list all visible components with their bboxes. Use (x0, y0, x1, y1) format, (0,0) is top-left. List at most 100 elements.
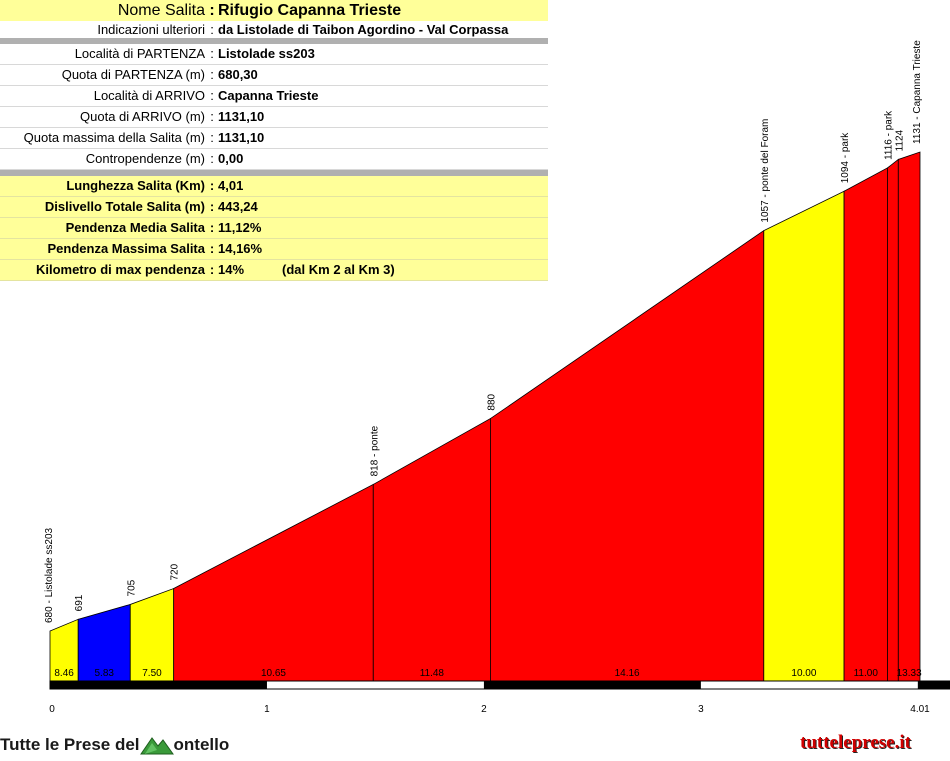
x-tick-label: 4.01 (910, 704, 930, 715)
profile-segment (843, 167, 888, 682)
point-label: 720 (170, 563, 181, 580)
info-row: Contropendenze (m) : 0,00 (0, 148, 548, 170)
divider (0, 38, 548, 44)
km-bar-block (50, 681, 267, 689)
grade-label: 11.48 (420, 668, 445, 679)
subtitle-row: Indicazioni ulteriori : da Listolade di … (0, 21, 548, 38)
info-row: Quota massima della Salita (m) : 1131,10 (0, 127, 548, 149)
stat-label: Lunghezza Salita (Km) (0, 176, 208, 197)
separator: : (208, 176, 216, 197)
x-tick-label: 1 (264, 704, 270, 715)
subtitle-label: Indicazioni ulteriori (97, 22, 205, 37)
profile-segment (173, 483, 374, 682)
info-value: 1131,10 (216, 127, 548, 149)
info-row: Località di PARTENZA : Listolade ss203 (0, 44, 548, 65)
point-label: 691 (74, 594, 85, 611)
brand-logo-left: Tutte le Prese del ontello (0, 734, 229, 761)
km-scale-bar (49, 680, 950, 690)
stat-row: Pendenza Media Salita : 11,12% (0, 217, 548, 239)
info-row: Quota di PARTENZA (m) : 680,30 (0, 64, 548, 86)
point-label: 1094 - park (840, 132, 851, 184)
separator: : (208, 64, 216, 86)
title-value: Rifugio Capanna Trieste (216, 0, 548, 21)
separator: : (208, 259, 216, 281)
info-label: Quota di PARTENZA (m) (0, 64, 208, 86)
stat-value: 11,12% (216, 217, 548, 239)
info-label: Quota di ARRIVO (m) (0, 106, 208, 128)
stat-value: 443,24 (216, 196, 548, 218)
grade-label: 13.33 (897, 668, 922, 679)
brand-text-b: ontello (173, 735, 230, 754)
separator: : (208, 127, 216, 149)
profile-segment (897, 151, 921, 682)
info-label: Località di PARTENZA (0, 44, 208, 65)
profile-segment (763, 190, 845, 682)
brand-text-a: Tutte le Prese del (0, 735, 140, 754)
point-labels: 680 - Listolade ss203 691 705 720 818 - pont… (44, 40, 923, 623)
info-value: 680,30 (216, 64, 548, 86)
stat-label: Pendenza Massima Salita (0, 238, 208, 260)
x-tick-label: 3 (698, 704, 704, 715)
stat-label: Pendenza Media Salita (0, 217, 208, 239)
mountain-logo-icon (139, 734, 174, 761)
info-value: 0,00 (216, 148, 548, 170)
info-value: Capanna Trieste (216, 85, 548, 107)
x-tick-label: 2 (481, 704, 487, 715)
info-row: Quota di ARRIVO (m) : 1131,10 (0, 106, 548, 128)
separator: : (208, 0, 216, 21)
separator: : (208, 85, 216, 107)
info-label: Contropendenze (m) (0, 148, 208, 170)
profile-segments (49, 151, 921, 682)
separator: : (208, 196, 216, 218)
info-label: Quota massima della Salita (m) (0, 127, 208, 149)
grade-label: 10.00 (791, 668, 816, 679)
stat-value: 4,01 (216, 176, 548, 197)
point-label: 1124 (894, 129, 905, 151)
x-tick-label: 0 (49, 704, 55, 715)
info-row: Località di ARRIVO : Capanna Trieste (0, 85, 548, 107)
title-label: Nome Salita (0, 0, 208, 21)
info-value: Listolade ss203 (216, 44, 548, 65)
stat-row: Lunghezza Salita (Km) : 4,01 (0, 176, 548, 197)
stat-value-text: 14% (218, 262, 245, 277)
stat-label: Dislivello Totale Salita (m) (0, 196, 208, 218)
climb-info-table: Nome Salita : Rifugio Capanna Trieste In… (0, 0, 548, 281)
point-label: 880 (486, 393, 497, 410)
separator: : (208, 148, 216, 170)
point-label: 1131 - Capanna Trieste (912, 40, 923, 144)
stat-value: 14% (dal Km 2 al Km 3) (216, 259, 548, 281)
separator: : (208, 44, 216, 65)
separator: : (210, 22, 214, 37)
title-row: Nome Salita : Rifugio Capanna Trieste (0, 0, 548, 21)
km-bar-block (483, 681, 701, 689)
separator: : (208, 106, 216, 128)
point-label: 680 - Listolade ss203 (44, 527, 55, 623)
grade-label: 10.65 (261, 668, 286, 679)
profile-segment (490, 229, 765, 682)
separator: : (208, 238, 216, 260)
profile-segment (372, 417, 491, 682)
separator: : (208, 217, 216, 239)
stat-label: Kilometro di max pendenza (0, 259, 208, 281)
info-value: 1131,10 (216, 106, 548, 128)
x-tick-labels: 0 1 2 3 4.01 (49, 704, 930, 715)
brand-logo-right: tutteleprese.it (800, 732, 911, 753)
point-label: 1057 - ponte del Foram (760, 119, 771, 223)
grade-label: 8.46 (54, 668, 74, 679)
point-label: 705 (126, 579, 137, 596)
km-bar-block (917, 681, 950, 689)
point-label: 818 - ponte (369, 425, 380, 476)
stat-row: Pendenza Massima Salita : 14,16% (0, 238, 548, 260)
grade-labels: 8.46 5.83 7.50 10.65 11.48 14.16 10.00 11.00 13.… (54, 668, 922, 679)
stat-value: 14,16% (216, 238, 548, 260)
subtitle-value: da Listolade di Taibon Agordino - Val Co… (218, 22, 509, 37)
divider (0, 169, 548, 176)
stat-row: Kilometro di max pendenza : 14% (dal Km 2… (0, 259, 548, 281)
profile-segment (887, 158, 899, 682)
grade-label: 11.00 (854, 668, 879, 679)
stat-row: Dislivello Totale Salita (m) : 443,24 (0, 196, 548, 218)
grade-label: 5.83 (95, 668, 115, 679)
grade-label: 14.16 (615, 668, 640, 679)
info-label: Località di ARRIVO (0, 85, 208, 107)
